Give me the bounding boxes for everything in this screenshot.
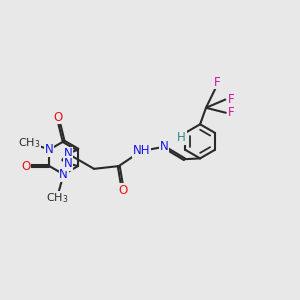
Text: N: N [159, 140, 168, 153]
Text: F: F [228, 93, 234, 106]
Text: O: O [118, 184, 128, 197]
Text: H: H [177, 131, 186, 144]
Text: CH$_3$: CH$_3$ [46, 192, 68, 206]
Text: F: F [214, 76, 221, 88]
Text: N: N [45, 143, 54, 156]
Text: CH$_3$: CH$_3$ [18, 136, 41, 150]
Text: NH: NH [133, 145, 150, 158]
Text: N: N [59, 168, 68, 181]
Text: O: O [53, 111, 62, 124]
Text: N: N [64, 157, 72, 170]
Text: O: O [21, 160, 31, 172]
Text: F: F [228, 106, 235, 119]
Text: N: N [64, 147, 72, 160]
